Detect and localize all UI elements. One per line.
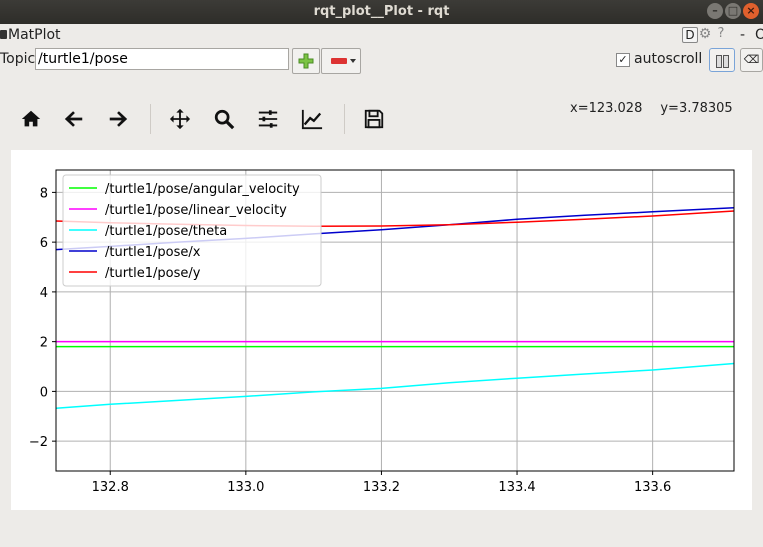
topic-input[interactable] [35,48,289,70]
close-plugin-button[interactable]: O [755,27,763,43]
plugin-header: MatPlot D ⚙ ? - O [0,25,763,45]
legend-label: /turtle1/pose/theta [105,224,227,239]
y-tick-label: 2 [40,336,48,351]
legend-label: /turtle1/pose/angular_velocity [105,182,300,197]
x-tick-label: 133.4 [498,480,535,495]
toolbar-separator [150,104,151,134]
pan-icon[interactable] [167,106,193,132]
minimize-plugin-button[interactable]: - [740,27,746,43]
x-tick-label: 133.0 [227,480,264,495]
zoom-icon[interactable] [211,106,237,132]
series-line [55,362,735,410]
cursor-x: x=123.028 [570,101,643,116]
close-button[interactable]: × [743,3,759,19]
y-tick-label: 0 [40,385,48,400]
legend-label: /turtle1/pose/linear_velocity [105,203,287,218]
chevron-down-icon [350,59,356,63]
topic-label: Topic [0,51,36,67]
plot-canvas[interactable]: 132.8 133.0 133.2 133.4 133.6 −2 0 2 4 6 8/turtle1… [11,150,752,510]
legend-box [62,174,322,287]
x-tick-label: 132.8 [92,480,129,495]
y-tick-label: −2 [29,435,48,450]
home-icon[interactable] [18,106,44,132]
autoscroll-checkbox[interactable]: ✓ [616,53,630,67]
minimize-button[interactable]: – [707,3,723,19]
configure-subplots-icon[interactable] [255,106,281,132]
cursor-y: y=3.78305 [660,101,733,116]
plugin-icon [0,30,7,39]
plus-icon [298,53,314,69]
legend-label: /turtle1/pose/y [105,266,201,281]
clear-button[interactable]: ⌫ [740,48,763,72]
y-tick-label: 8 [40,186,48,201]
cursor-coordinates: x=123.028 y=3.78305 [570,101,751,116]
legend-label: /turtle1/pose/x [105,245,201,260]
chart-svg[interactable]: 132.8 133.0 133.2 133.4 133.6 −2 0 2 4 6 8/turtle1… [11,150,752,510]
maximize-button[interactable]: □ [725,3,741,19]
autoscroll-label: autoscroll [634,51,703,67]
window-title: rqt_plot__Plot - rqt [313,4,450,19]
back-arrow-icon[interactable] [61,106,87,132]
window-titlebar: rqt_plot__Plot - rqt – □ × [0,0,763,24]
minus-icon [331,58,347,64]
y-tick-label: 4 [40,286,48,301]
y-tick-label: 6 [40,236,48,251]
help-icon[interactable]: ? [717,26,725,41]
x-tick-label: 133.6 [634,480,671,495]
edit-axes-icon[interactable] [299,106,325,132]
remove-topic-button[interactable] [321,48,361,74]
x-tick-label: 133.2 [363,480,400,495]
axes-frame [55,169,735,472]
toolbar-separator [344,104,345,134]
gear-icon[interactable]: ⚙ [698,26,712,42]
add-topic-button[interactable] [292,48,320,74]
docking-button[interactable]: D [682,27,698,43]
plugin-name: MatPlot [8,27,61,43]
pause-button[interactable] [709,48,735,72]
forward-arrow-icon[interactable] [105,106,131,132]
save-icon[interactable] [361,106,387,132]
